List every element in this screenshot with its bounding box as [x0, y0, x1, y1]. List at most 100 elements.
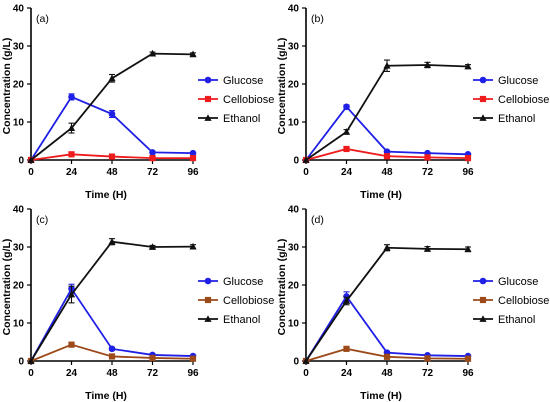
glucose-point	[149, 149, 156, 156]
y-tick-label: 30	[13, 42, 25, 53]
y-tick-label: 20	[288, 281, 300, 292]
x-tick-label: 24	[341, 368, 353, 379]
ethanol-point	[148, 49, 157, 57]
legend: Glucose Cellobiose Ethanol	[473, 75, 549, 125]
legend-cellobiose-label: Cellobiose	[498, 295, 549, 307]
y-tick-label: 40	[288, 205, 300, 216]
panel-label: (c)	[36, 214, 48, 226]
y-tick-label: 20	[13, 281, 25, 292]
ethanol-line	[305, 246, 469, 362]
cellobiose-point	[108, 153, 116, 160]
ethanol-point	[302, 156, 310, 163]
legend-ethanol-marker	[204, 315, 212, 322]
ethanol-line	[305, 64, 469, 161]
cellobiose-point	[464, 355, 472, 362]
ethanol-line	[30, 52, 194, 161]
ethanol-line	[30, 240, 194, 362]
panel-label: (a)	[36, 13, 49, 25]
cellobiose-point	[343, 345, 350, 352]
ethanol-series	[27, 49, 197, 163]
legend-ethanol-marker	[479, 315, 487, 322]
legend-glucose-marker	[479, 76, 487, 84]
ethanol-point	[464, 245, 472, 253]
glucose-point	[108, 110, 116, 118]
y-tick-label: 40	[13, 4, 25, 15]
panel-label: (b)	[311, 13, 324, 25]
legend-cellobiose-label: Cellobiose	[223, 94, 274, 106]
legend-cellobiose-label: Cellobiose	[223, 295, 274, 307]
y-tick-label: 10	[13, 319, 25, 330]
legend-cellobiose-marker	[204, 95, 212, 103]
panel-label: (d)	[311, 214, 324, 226]
y-tick-label: 0	[293, 357, 299, 368]
ethanol-point	[27, 357, 35, 364]
legend-ethanol-label: Ethanol	[223, 314, 260, 326]
x-tick-label: 24	[66, 167, 78, 178]
y-tick-label: 40	[13, 205, 25, 216]
legend-ethanol-marker	[479, 114, 487, 121]
x-tick-label: 48	[381, 167, 393, 178]
x-tick-label: 72	[422, 167, 434, 178]
y-tick-label: 0	[18, 156, 24, 167]
legend-glucose-marker	[479, 277, 487, 285]
x-tick-label: 96	[462, 167, 474, 178]
ethanol-point	[423, 61, 432, 68]
glucose-point	[343, 103, 350, 111]
y-tick-label: 20	[13, 80, 25, 91]
y-axis-title: Concentration (g/L)	[276, 239, 288, 336]
ethanol-point	[148, 243, 157, 250]
ethanol-point	[67, 290, 76, 298]
ethanol-point	[383, 243, 391, 251]
ethanol-point	[342, 297, 351, 304]
x-tick-label: 96	[187, 368, 199, 379]
x-axis-title: Time (H)	[360, 390, 402, 402]
y-tick-label: 0	[18, 357, 24, 368]
legend-ethanol-marker	[204, 114, 212, 121]
x-tick-label: 24	[66, 368, 78, 379]
y-axis-title: Concentration (g/L)	[1, 38, 13, 135]
x-tick-label: 72	[147, 368, 159, 379]
cellobiose-point	[189, 355, 197, 362]
ethanol-point	[423, 245, 432, 252]
y-axis-title: Concentration (g/L)	[276, 38, 288, 135]
x-tick-label: 0	[303, 368, 309, 379]
cellobiose-point	[68, 151, 75, 158]
y-tick-label: 10	[288, 319, 300, 330]
legend-ethanol-label: Ethanol	[223, 113, 260, 125]
x-tick-label: 0	[303, 167, 309, 178]
x-tick-label: 48	[106, 167, 118, 178]
legend: Glucose Cellobiose Ethanol	[198, 276, 274, 326]
y-tick-label: 30	[13, 243, 25, 254]
ethanol-series	[302, 243, 472, 364]
y-tick-label: 40	[288, 4, 300, 15]
legend-cellobiose-marker	[204, 296, 212, 304]
ethanol-point	[189, 50, 197, 58]
ethanol-point	[108, 237, 116, 245]
cellobiose-point	[424, 355, 431, 362]
ethanol-series	[27, 237, 197, 364]
x-axis-title: Time (H)	[85, 390, 127, 402]
legend-ethanol-label: Ethanol	[498, 314, 535, 326]
ethanol-point	[302, 357, 310, 364]
y-tick-label: 20	[288, 80, 300, 91]
cellobiose-point	[149, 354, 156, 362]
cellobiose-point	[464, 155, 472, 162]
x-tick-label: 48	[106, 368, 118, 379]
y-axis-title: Concentration (g/L)	[1, 239, 13, 336]
y-tick-label: 10	[288, 118, 300, 129]
ethanol-point	[27, 156, 35, 163]
x-tick-label: 48	[381, 368, 393, 379]
x-tick-label: 72	[422, 368, 434, 379]
y-tick-label: 10	[13, 118, 25, 129]
x-tick-label: 0	[28, 167, 34, 178]
cellobiose-point	[68, 341, 75, 348]
y-tick-label: 30	[288, 243, 300, 254]
panel-c: (c) Concentration (g/L) Time (H) 0 10 20 30…	[1, 205, 274, 402]
x-tick-label: 96	[187, 167, 199, 178]
panel-d: (d) Concentration (g/L) Time (H) 0 10 20 30…	[276, 205, 549, 402]
legend-cellobiose-label: Cellobiose	[498, 94, 549, 106]
glucose-point	[108, 345, 116, 353]
glucose-point	[189, 149, 197, 157]
legend-cellobiose-marker	[479, 95, 487, 103]
